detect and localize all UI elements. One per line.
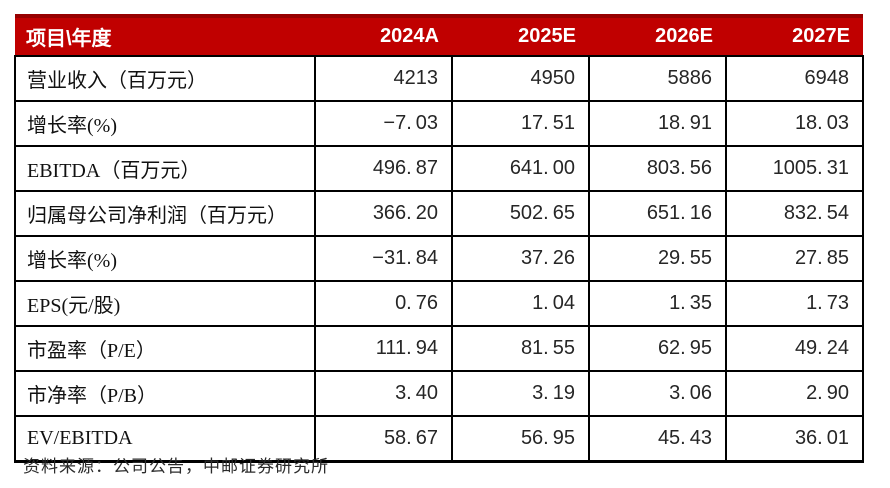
value-cell: 2. 90 [725, 370, 864, 417]
row-label: 增长率(%) [14, 235, 316, 282]
row-label: 营业收入（百万元） [14, 55, 316, 102]
value-cell: 832. 54 [725, 190, 864, 237]
table-row-revenue-growth: 增长率(%) −7. 03 17. 51 18. 91 18. 03 [14, 100, 864, 147]
value-cell: 81. 55 [451, 325, 590, 372]
value-cell: 17. 51 [451, 100, 590, 147]
header-item-year: 项目\年度 [15, 14, 315, 56]
value-cell: 1. 04 [451, 280, 590, 327]
table-header-row: 项目\年度 2024A 2025E 2026E 2027E [15, 14, 863, 56]
source-note: 资料来源：公司公告，中邮证券研究所 [23, 457, 329, 476]
value-cell: 496. 87 [314, 145, 453, 192]
table-row-pe: 市盈率（P/E） 111. 94 81. 55 62. 95 49. 24 [14, 325, 864, 372]
value-cell: 29. 55 [588, 235, 727, 282]
value-cell: 641. 00 [451, 145, 590, 192]
value-cell: 803. 56 [588, 145, 727, 192]
value-cell: 56. 95 [451, 415, 590, 463]
value-cell: 1. 73 [725, 280, 864, 327]
table-row-eps: EPS(元/股) 0. 76 1. 04 1. 35 1. 73 [14, 280, 864, 327]
value-cell: 6948 [725, 55, 864, 102]
value-cell: 37. 26 [451, 235, 590, 282]
value-cell: −31. 84 [314, 235, 453, 282]
value-cell: 366. 20 [314, 190, 453, 237]
value-cell: 3. 19 [451, 370, 590, 417]
value-cell: 4213 [314, 55, 453, 102]
value-cell: 45. 43 [588, 415, 727, 463]
header-year-2027e: 2027E [726, 14, 863, 56]
table-row-net-profit: 归属母公司净利润（百万元） 366. 20 502. 65 651. 16 83… [14, 190, 864, 237]
value-cell: 1. 35 [588, 280, 727, 327]
row-label: 归属母公司净利润（百万元） [14, 190, 316, 237]
table-row-ev-ebitda: EV/EBITDA 58. 67 56. 95 45. 43 36. 01 [14, 415, 864, 463]
row-label: EPS(元/股) [14, 280, 316, 327]
value-cell: 3. 06 [588, 370, 727, 417]
value-cell: 4950 [451, 55, 590, 102]
header-year-2026e: 2026E [589, 14, 726, 56]
value-cell: 18. 91 [588, 100, 727, 147]
table-row-pb: 市净率（P/B） 3. 40 3. 19 3. 06 2. 90 [14, 370, 864, 417]
row-label: 市盈率（P/E） [14, 325, 316, 372]
value-cell: −7. 03 [314, 100, 453, 147]
value-cell: 27. 85 [725, 235, 864, 282]
row-label: EV/EBITDA [14, 415, 316, 463]
value-cell: 36. 01 [725, 415, 864, 463]
table-row-revenue: 营业收入（百万元） 4213 4950 5886 6948 [14, 55, 864, 102]
value-cell: 58. 67 [314, 415, 453, 463]
financial-forecast-table: 项目\年度 2024A 2025E 2026E 2027E 营业收入（百万元） … [14, 14, 864, 463]
row-label: 增长率(%) [14, 100, 316, 147]
header-year-2025e: 2025E [452, 14, 589, 56]
value-cell: 1005. 31 [725, 145, 864, 192]
value-cell: 49. 24 [725, 325, 864, 372]
table-row-ebitda: EBITDA（百万元） 496. 87 641. 00 803. 56 1005… [14, 145, 864, 192]
row-label: 市净率（P/B） [14, 370, 316, 417]
value-cell: 651. 16 [588, 190, 727, 237]
value-cell: 3. 40 [314, 370, 453, 417]
header-year-2024a: 2024A [315, 14, 452, 56]
value-cell: 5886 [588, 55, 727, 102]
table-row-profit-growth: 增长率(%) −31. 84 37. 26 29. 55 27. 85 [14, 235, 864, 282]
value-cell: 0. 76 [314, 280, 453, 327]
value-cell: 111. 94 [314, 325, 453, 372]
value-cell: 18. 03 [725, 100, 864, 147]
row-label: EBITDA（百万元） [14, 145, 316, 192]
value-cell: 502. 65 [451, 190, 590, 237]
value-cell: 62. 95 [588, 325, 727, 372]
